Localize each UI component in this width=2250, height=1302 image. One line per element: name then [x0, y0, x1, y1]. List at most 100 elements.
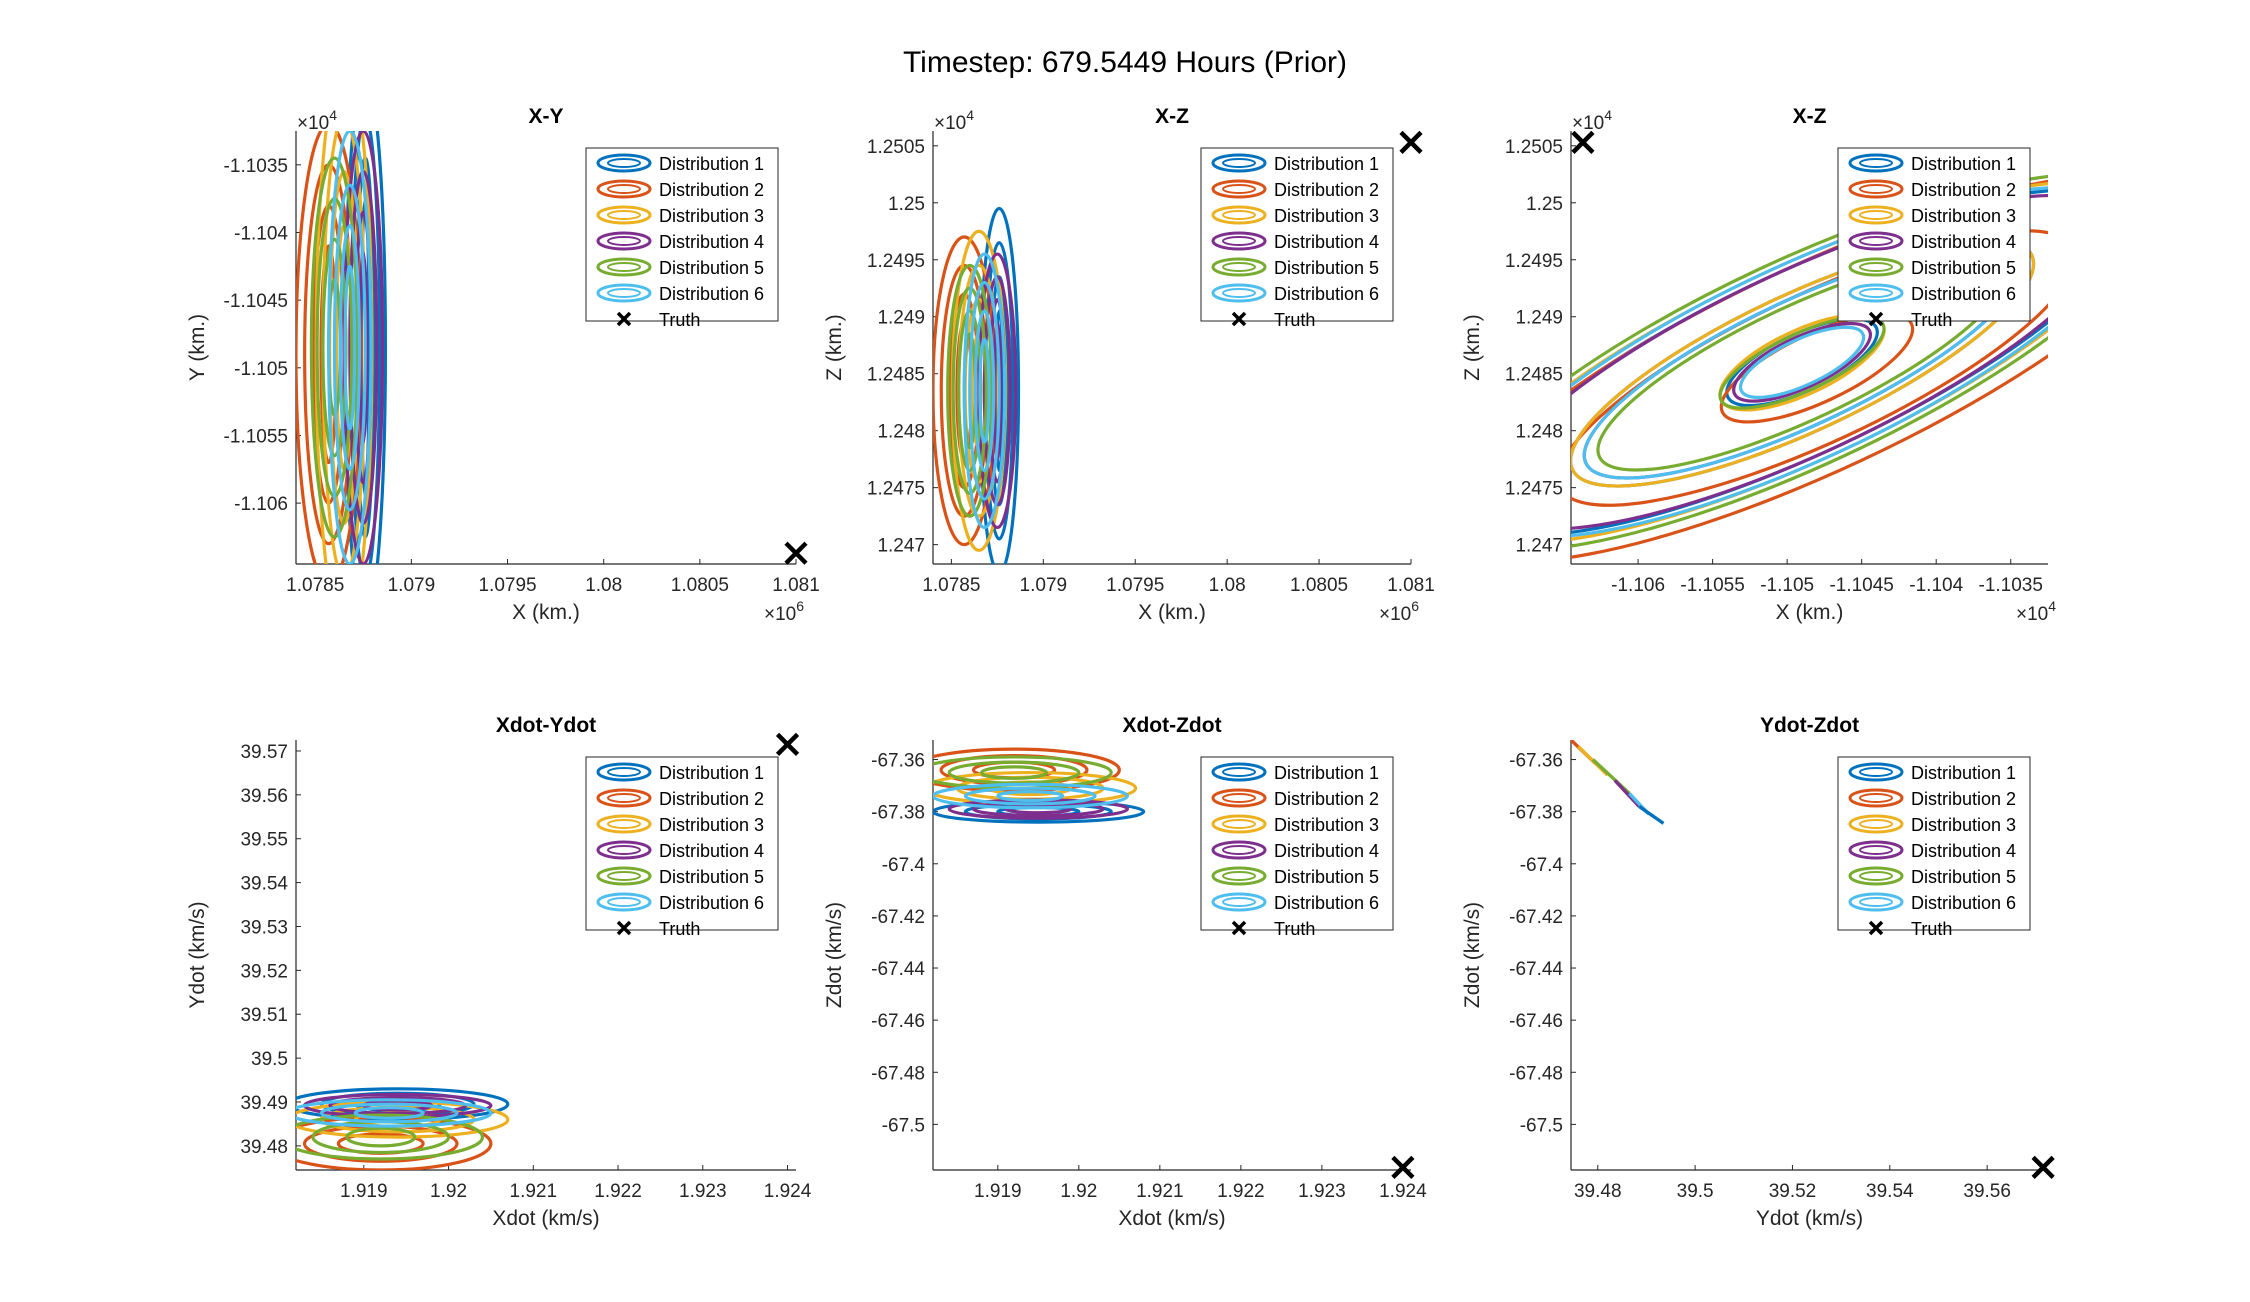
legend-label: Distribution 5 — [1274, 258, 1379, 278]
legend-truth-icon — [616, 311, 632, 327]
legend-ellipse-icon — [1222, 288, 1256, 298]
distribution-5-ellipse — [1718, 314, 1886, 410]
plot-3-x-z: X-Z -1.106 -1.1055 -1.105 -1.1045 -1.104 -1.10… — [1461, 105, 2056, 625]
legend-ellipse-icon — [1222, 184, 1256, 194]
legend-ellipse-icon — [1859, 871, 1893, 881]
legend-truth-icon — [616, 920, 632, 936]
y-tick-label: -1.105 — [234, 359, 288, 380]
y-exponent-power: 4 — [329, 107, 337, 123]
legend: Distribution 1 Distribution 2 Distribution… — [1837, 147, 2031, 330]
y-tick-label: 39.52 — [240, 961, 288, 982]
legend: Distribution 1 Distribution 2 Distribution… — [585, 147, 779, 330]
legend-ellipse-icon — [607, 262, 641, 272]
x-exponent-power: 6 — [796, 598, 804, 614]
legend-ellipse-icon — [596, 231, 652, 251]
plot-1-x-y: X-Y 1.0785 1.079 1.0795 1.08 1.0805 1.081 -1.10… — [186, 105, 820, 625]
legend-label: Distribution 6 — [1274, 893, 1379, 913]
legend-ellipse-icon — [1859, 236, 1893, 246]
legend-ellipse-icon — [596, 179, 652, 199]
y-exponent-label: ×104 — [934, 107, 974, 134]
legend: Distribution 1 Distribution 2 Distribution… — [1200, 147, 1394, 330]
legend-ellipse-icon — [1222, 236, 1256, 246]
x-tick-label: 1.0805 — [1290, 575, 1348, 596]
x-tick-label: 1.922 — [1217, 1181, 1265, 1202]
plot-data — [296, 1087, 510, 1170]
distribution-6-ellipse — [327, 131, 373, 564]
x-tick-label: 1.0795 — [478, 575, 536, 596]
legend-label: Distribution 1 — [1274, 154, 1379, 174]
x-tick-label: 1.924 — [1379, 1181, 1427, 1202]
legend-ellipse-icon — [1222, 158, 1256, 168]
x-tick-label: 39.48 — [1574, 1181, 1622, 1202]
legend-label: Distribution 3 — [1911, 206, 2016, 226]
x-tick-label: 1.921 — [1136, 1181, 1184, 1202]
plot-title: X-Y — [528, 105, 563, 128]
legend-ellipse-icon — [1211, 257, 1267, 277]
legend-ellipse-icon — [1211, 762, 1267, 782]
x-tick-label: 1.0805 — [671, 575, 729, 596]
y-tick-label: -1.1035 — [224, 156, 288, 177]
x-axis-label: X (km.) — [1138, 601, 1206, 624]
x-tick-label: -1.1045 — [1829, 575, 1893, 596]
x-tick-label: 1.922 — [594, 1181, 642, 1202]
plot-title: X-Z — [1793, 105, 1827, 128]
y-axis-label: Z (km.) — [1461, 314, 1484, 380]
legend-ellipse-icon — [607, 819, 641, 829]
legend-label: Distribution 2 — [1274, 789, 1379, 809]
legend-label: Distribution 3 — [659, 815, 764, 835]
y-tick-label: -67.5 — [882, 1115, 925, 1136]
y-tick-label: -67.4 — [882, 855, 926, 876]
y-tick-label: -1.1055 — [224, 426, 288, 447]
y-tick-label: 39.5 — [251, 1049, 288, 1070]
legend-label: Distribution 4 — [1274, 841, 1379, 861]
legend-ellipse-icon — [1859, 288, 1893, 298]
legend-ellipse-icon — [1848, 153, 1904, 173]
x-axis-label: Ydot (km/s) — [1756, 1207, 1863, 1230]
distribution-5-ellipse — [296, 1113, 485, 1161]
legend-ellipse-icon — [1859, 262, 1893, 272]
legend-label: Distribution 5 — [659, 258, 764, 278]
x-tick-label: 1.079 — [1020, 575, 1068, 596]
y-tick-label: -67.36 — [871, 751, 925, 772]
distribution-6-ellipse — [343, 264, 357, 431]
legend-ellipse-icon — [607, 845, 641, 855]
y-tick-label: 1.2475 — [1505, 479, 1563, 500]
x-tick-label: 1.081 — [772, 575, 820, 596]
distribution-5-ellipse — [345, 1126, 417, 1148]
legend-label: Distribution 3 — [659, 206, 764, 226]
x-axis-label: Xdot (km/s) — [492, 1207, 599, 1230]
legend-label: Distribution 5 — [1274, 867, 1379, 887]
truth-marker — [2031, 1155, 2055, 1179]
legend-label: Distribution 4 — [1911, 841, 2016, 861]
legend-label: Truth — [1911, 310, 1952, 330]
legend-ellipse-icon — [1848, 762, 1904, 782]
legend-ellipse-icon — [1859, 767, 1893, 777]
x-tick-label: 1.0795 — [1106, 575, 1164, 596]
y-tick-label: -1.104 — [234, 223, 288, 244]
distribution-6-ellipse — [319, 1102, 459, 1124]
legend-ellipse-icon — [596, 840, 652, 860]
plot-data — [1571, 740, 1665, 825]
y-tick-label: 1.25 — [888, 194, 925, 215]
legend-label: Truth — [1274, 310, 1315, 330]
legend-label: Distribution 5 — [659, 867, 764, 887]
plot-data — [933, 747, 1146, 824]
plot-title: X-Z — [1155, 105, 1189, 128]
y-tick-label: -1.1045 — [224, 291, 288, 312]
y-tick-label: 39.57 — [240, 742, 288, 763]
legend-ellipse-icon — [607, 767, 641, 777]
x-exponent-power: 6 — [1411, 598, 1419, 614]
legend-ellipse-icon — [1222, 262, 1256, 272]
legend-ellipse-icon — [1211, 892, 1267, 912]
y-tick-label: 1.247 — [1515, 536, 1563, 557]
x-tick-label: -1.1055 — [1680, 575, 1744, 596]
y-axis-label: Z (km.) — [823, 314, 846, 380]
legend: Distribution 1 Distribution 2 Distribution… — [585, 756, 779, 939]
y-tick-label: 1.2505 — [867, 137, 925, 158]
distribution-6-ellipse — [338, 224, 362, 471]
x-tick-label: 1.081 — [1387, 575, 1435, 596]
y-tick-label: -67.46 — [1509, 1011, 1563, 1032]
x-tick-label: -1.1035 — [1979, 575, 2043, 596]
x-exponent-label: ×106 — [1379, 598, 1419, 625]
x-tick-label: 1.92 — [430, 1181, 467, 1202]
